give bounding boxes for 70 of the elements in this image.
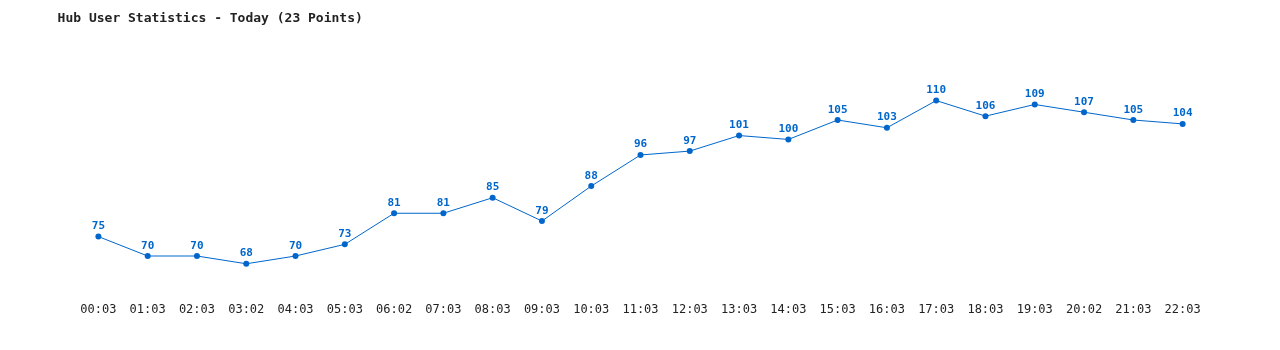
data-label: 110 — [926, 83, 947, 97]
point — [341, 241, 348, 248]
point — [538, 218, 545, 225]
x-tick-label: 06:02 — [376, 302, 413, 316]
point — [1081, 109, 1088, 116]
point — [193, 253, 200, 259]
x-tick-label: 10:03 — [573, 302, 610, 316]
x-tick-label: 12:03 — [671, 302, 708, 316]
data-label: 105 — [1123, 102, 1144, 116]
point — [243, 260, 250, 267]
point — [785, 136, 792, 143]
x-tick-label: 09:03 — [523, 302, 560, 316]
point — [95, 233, 102, 240]
point — [292, 253, 299, 259]
x-tick-label: 14:03 — [770, 302, 807, 316]
x-tick-label: 03:02 — [228, 302, 265, 316]
data-label: 106 — [975, 98, 996, 112]
data-label: 104 — [1172, 106, 1193, 120]
x-tick-label: 20:02 — [1065, 302, 1103, 316]
point — [637, 151, 644, 158]
chart-title: Hub User Statistics - Today (23 Points) — [57, 10, 363, 26]
data-label: 101 — [729, 118, 750, 132]
x-tick-label: 21:03 — [1115, 302, 1152, 316]
x-tick-label: 04:03 — [277, 302, 314, 316]
data-label: 97 — [683, 133, 697, 147]
data-label: 88 — [584, 168, 598, 182]
point — [391, 210, 398, 217]
x-tick-label: 18:03 — [967, 302, 1004, 316]
x-tick-label: 02:03 — [178, 302, 216, 316]
data-label: 68 — [239, 246, 253, 260]
data-label: 96 — [633, 137, 648, 151]
data-label: 107 — [1074, 94, 1094, 108]
data-label: 79 — [535, 203, 549, 217]
x-tick-label: 13:03 — [721, 302, 758, 316]
data-label: 70 — [141, 238, 155, 252]
data-label: 81 — [436, 195, 451, 209]
data-label: 73 — [338, 226, 352, 240]
x-tick-label: 15:03 — [819, 302, 856, 316]
x-tick-label: 07:03 — [425, 302, 462, 316]
point — [1130, 117, 1137, 124]
x-tick-label: 11:03 — [622, 302, 659, 316]
data-label: 81 — [387, 195, 402, 209]
x-tick-label: 22:03 — [1164, 302, 1201, 316]
x-tick-label: 01:03 — [129, 302, 166, 316]
data-label: 105 — [827, 102, 848, 116]
point — [982, 113, 989, 120]
point — [144, 253, 151, 259]
point — [736, 132, 743, 139]
data-label: 70 — [190, 238, 204, 252]
data-label: 70 — [288, 238, 303, 252]
point — [933, 97, 940, 104]
point — [440, 210, 447, 217]
data-label: 100 — [778, 121, 799, 135]
point — [834, 117, 841, 124]
x-tick-label: 05:03 — [326, 302, 363, 316]
data-label: 109 — [1024, 86, 1045, 100]
x-tick-label: 00:03 — [80, 302, 117, 316]
point — [1031, 101, 1038, 108]
x-tick-label: 08:03 — [474, 302, 511, 316]
point — [883, 124, 890, 131]
data-label: 85 — [486, 180, 500, 194]
x-tick-label: 17:03 — [918, 302, 955, 316]
data-label: 103 — [876, 110, 897, 124]
x-tick-label: 16:03 — [868, 302, 905, 316]
point — [1179, 120, 1186, 127]
point — [686, 148, 693, 155]
data-label: 75 — [91, 219, 106, 233]
x-tick-label: 19:03 — [1016, 302, 1053, 316]
point — [489, 194, 496, 201]
point — [588, 183, 595, 190]
